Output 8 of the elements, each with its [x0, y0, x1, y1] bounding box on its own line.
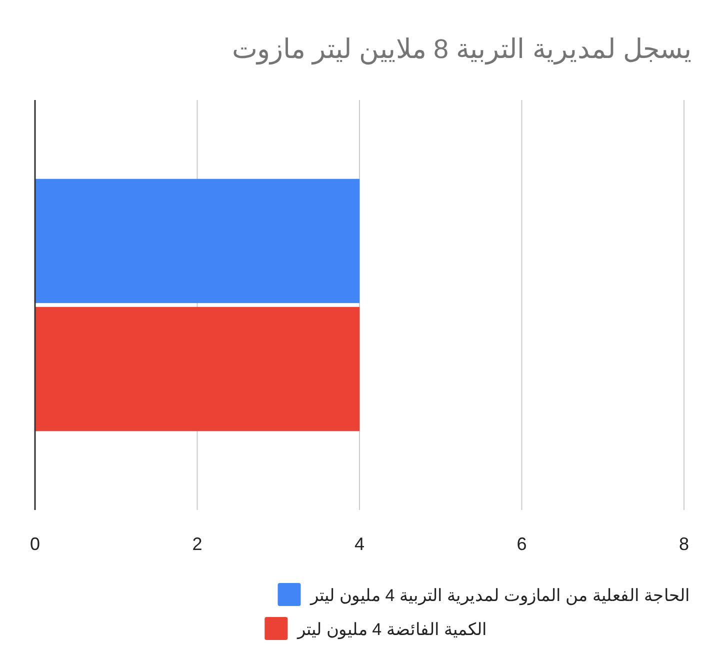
x-tick-label: 8	[678, 534, 690, 554]
chart-title: يسجل لمديرية التربية 8 ملايين ليتر مازوت	[232, 34, 692, 65]
x-tick-label: 4	[354, 534, 365, 554]
x-tick-label: 2	[192, 534, 202, 554]
x-tick-label: 6	[516, 534, 527, 554]
x-tick-label: 0	[30, 534, 40, 554]
legend-label: الحاجة الفعلية من المازوت لمديرية التربية 4 مليون ليتر	[310, 586, 690, 606]
legend-label: الكمية الفائضة 4 مليون ليتر	[296, 620, 487, 640]
